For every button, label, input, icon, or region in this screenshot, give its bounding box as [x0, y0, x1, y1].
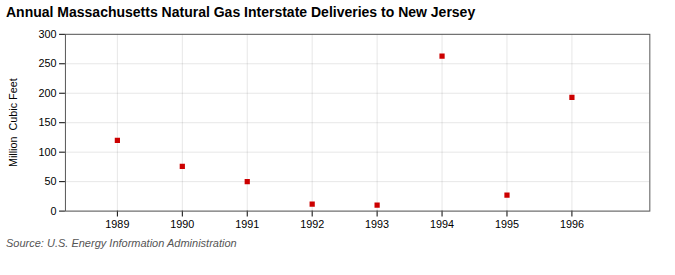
svg-text:300: 300	[39, 28, 57, 40]
svg-text:1993: 1993	[365, 218, 389, 230]
svg-text:Million Cubic Feet: Million Cubic Feet	[7, 78, 19, 167]
html-text:Annual Massachusetts Natural G: Annual Massachusetts Natural Gas Interst…	[6, 4, 476, 20]
svg-text:50: 50	[45, 175, 57, 187]
svg-text:1994: 1994	[430, 218, 454, 230]
svg-text:200: 200	[39, 87, 57, 99]
svg-text:0: 0	[51, 205, 57, 217]
svg-text:100: 100	[39, 146, 57, 158]
svg-text:1991: 1991	[235, 218, 259, 230]
svg-text:150: 150	[39, 116, 57, 128]
svg-text:1995: 1995	[495, 218, 519, 230]
svg-text:250: 250	[39, 57, 57, 69]
svg-text:1990: 1990	[170, 218, 194, 230]
svg-text:1992: 1992	[300, 218, 324, 230]
svg-text:1996: 1996	[560, 218, 584, 230]
svg-text:1989: 1989	[105, 218, 129, 230]
html-text:Source: U.S. Energy Informatio: Source: U.S. Energy Information Administ…	[6, 237, 237, 250]
